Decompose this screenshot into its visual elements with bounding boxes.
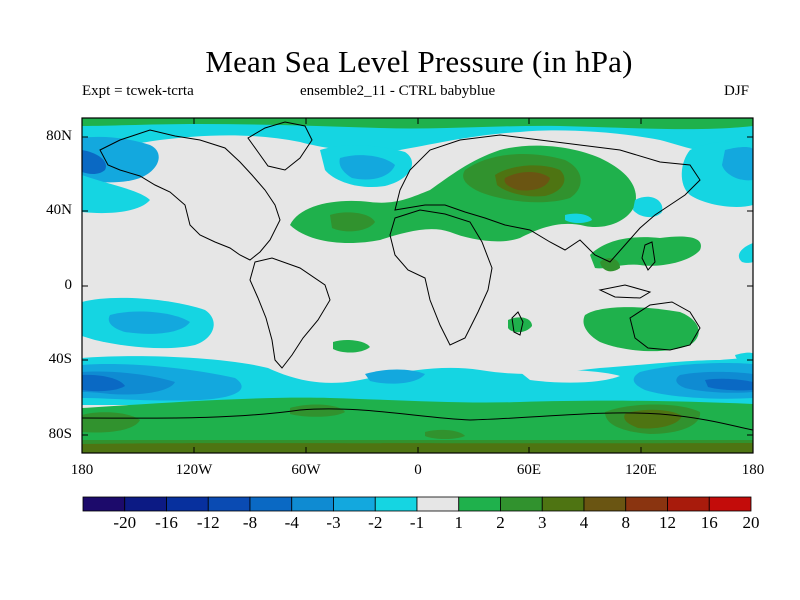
colorbar-label: -3 bbox=[326, 513, 341, 532]
north-pacific-low-south bbox=[82, 175, 150, 214]
africa-coast bbox=[389, 209, 493, 346]
colorbar-label: -4 bbox=[284, 513, 299, 532]
colorbar-label: 16 bbox=[700, 513, 718, 532]
colorbar-label: 3 bbox=[538, 513, 547, 532]
ross-sea-contour bbox=[82, 412, 140, 433]
antarctica-coast bbox=[82, 408, 753, 431]
colorbar-box bbox=[166, 496, 209, 512]
north-pacific-low-core bbox=[82, 150, 106, 174]
pressure-field bbox=[82, 118, 753, 453]
south-indian-low-core bbox=[705, 378, 753, 391]
arctic-negative-contour bbox=[82, 118, 753, 155]
south-atlantic-low-core bbox=[365, 369, 425, 384]
colorbar-box bbox=[333, 496, 376, 512]
east-pacific-low-nh bbox=[738, 243, 753, 263]
experiment-label: Expt = tcwek-tcrta bbox=[82, 83, 194, 99]
colorbar-box bbox=[625, 496, 668, 512]
siberian-high-core bbox=[504, 172, 550, 191]
colorbar-box bbox=[249, 496, 293, 512]
weddell-contour bbox=[290, 404, 345, 417]
axis-ticks bbox=[82, 118, 753, 453]
eurasia-coast bbox=[394, 134, 701, 263]
colorbar-box bbox=[374, 496, 418, 512]
x-label-180e: 180 bbox=[741, 462, 765, 478]
colorbar-box bbox=[708, 496, 752, 512]
colorbar-label: -12 bbox=[196, 513, 220, 532]
australia-coast bbox=[629, 301, 701, 351]
southern-ocean-low-band bbox=[82, 356, 753, 405]
map-title: Mean Sea Level Pressure (in hPa) bbox=[205, 44, 633, 79]
colorbar-label: -16 bbox=[155, 513, 178, 532]
west-pacific-positive bbox=[590, 236, 701, 269]
y-label-40s: 40S bbox=[48, 351, 72, 367]
colorbar-box bbox=[541, 496, 585, 512]
atlantic-high-core bbox=[330, 212, 375, 232]
madagascar-coast bbox=[511, 311, 524, 336]
y-label-eq: 0 bbox=[64, 277, 73, 293]
colorbar-label: 2 bbox=[496, 513, 505, 532]
colorbar-box bbox=[291, 496, 334, 512]
south-pacific-low-core bbox=[108, 311, 190, 334]
colorbar-box bbox=[416, 496, 460, 512]
x-label-60w: 60W bbox=[291, 462, 321, 478]
colorbar-box bbox=[207, 496, 251, 512]
colorbar bbox=[82, 496, 752, 512]
north-atlantic-low-core bbox=[339, 155, 395, 180]
coastlines bbox=[82, 121, 753, 431]
colorbar-label: 1 bbox=[454, 513, 464, 532]
colorbar-box bbox=[458, 496, 501, 512]
colorbar-label: 4 bbox=[579, 513, 589, 532]
season-label: DJF bbox=[724, 83, 750, 99]
colorbar-box bbox=[124, 496, 167, 512]
south-indian-neutral-gap bbox=[520, 369, 620, 383]
philippines-coast bbox=[641, 241, 656, 271]
australia-positive bbox=[583, 307, 699, 352]
y-label-40n: 40N bbox=[46, 202, 72, 218]
x-label-60e: 60E bbox=[516, 462, 542, 478]
colorbar-label: -20 bbox=[113, 513, 137, 532]
colorbar-label: 8 bbox=[621, 513, 631, 532]
x-label-180w: 180 bbox=[70, 462, 94, 478]
colorbar-label: -1 bbox=[409, 513, 425, 532]
greenland-coast bbox=[247, 121, 313, 171]
antarctic-positive-band bbox=[82, 397, 753, 453]
north-pacific-east-low-core bbox=[722, 147, 753, 181]
south-america-coast bbox=[249, 257, 331, 369]
colorbar-box bbox=[583, 496, 627, 512]
storm-track-contour-3 bbox=[82, 374, 125, 392]
colorbar-label: 12 bbox=[659, 513, 676, 532]
x-label-120w: 120W bbox=[175, 462, 213, 478]
colorbar-box bbox=[500, 496, 543, 512]
colorbar-label: 20 bbox=[742, 513, 760, 532]
y-label-80s: 80S bbox=[48, 426, 72, 442]
x-label-0: 0 bbox=[414, 462, 422, 478]
indonesia-coast bbox=[598, 284, 652, 299]
asia-small-low bbox=[565, 213, 592, 223]
east-antarctic-contour-1 bbox=[425, 429, 465, 439]
colorbar-label: -8 bbox=[242, 513, 258, 532]
colorbar-box bbox=[667, 496, 710, 512]
x-label-120e: 120E bbox=[625, 462, 657, 478]
south-china-sea-core bbox=[600, 258, 620, 272]
colorbar-box bbox=[82, 496, 126, 512]
japan-low bbox=[633, 196, 663, 218]
south-atlantic-positive bbox=[333, 339, 370, 353]
colorbar-label: -2 bbox=[368, 513, 383, 532]
ensemble-label: ensemble2_11 - CTRL babyblue bbox=[300, 83, 496, 99]
north-america-coast bbox=[99, 129, 281, 261]
y-label-80n: 80N bbox=[46, 128, 72, 144]
